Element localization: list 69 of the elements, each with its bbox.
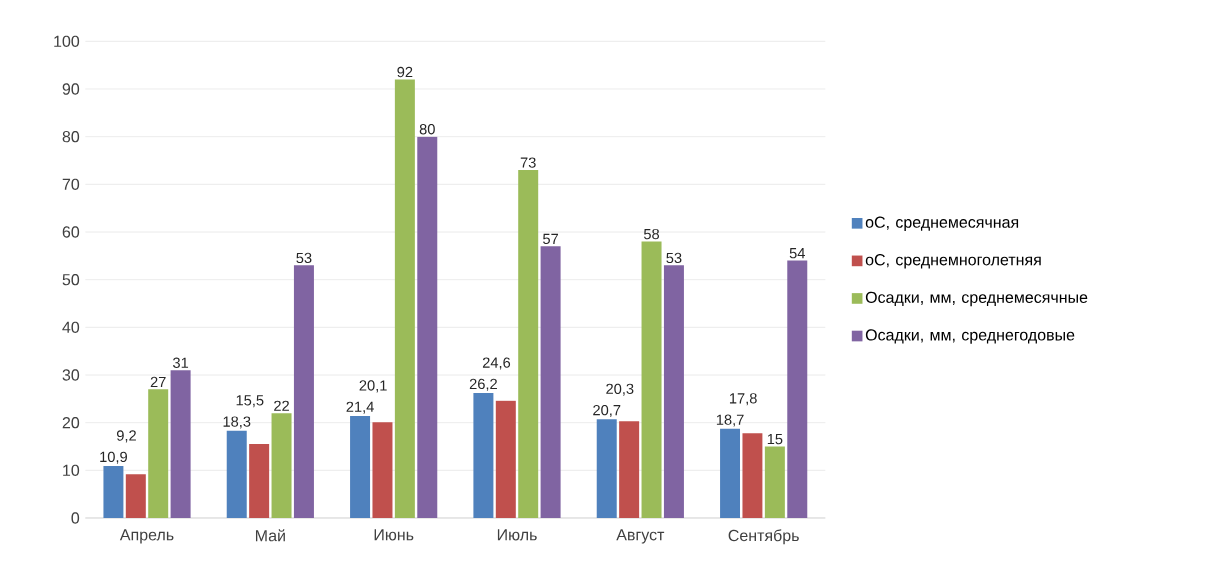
legend-label: Осадки, мм, среднегодовые [865,329,1075,344]
bar [764,446,785,518]
data-label: 9,2 [116,430,136,443]
data-label: 17,8 [729,393,757,406]
bar [394,79,415,518]
x-tick-label: Май [255,529,285,542]
data-label: 92 [397,66,413,78]
data-label: 21,4 [346,401,374,414]
bar [249,444,270,518]
y-tick-label: 100 [54,35,80,47]
bar [663,265,684,518]
bar [742,433,763,518]
data-label: 15 [767,434,783,445]
y-tick-label: 0 [71,512,80,524]
data-label: 24,6 [482,357,511,370]
bar [619,421,640,518]
y-tick-label: 20 [62,417,80,429]
data-label: 53 [296,252,312,264]
bar [125,474,146,518]
data-label: 10,9 [100,451,127,464]
bar [103,466,124,518]
bar [641,241,662,518]
x-tick-label: Июль [497,529,537,541]
bar [596,419,617,518]
bar [518,170,539,518]
y-tick-label: 10 [63,464,80,476]
data-label: 18,7 [716,414,744,427]
x-tick-label: Август [616,529,665,544]
data-label: 53 [666,252,682,264]
data-label: 80 [419,124,435,135]
bar [473,393,494,518]
data-label: 58 [643,228,660,240]
legend-label: Осадки, мм, среднемесячные [865,291,1088,307]
legend-label: оС, среднемесячная [865,216,1019,232]
data-label: 20,7 [593,404,621,418]
x-tick-label: Апрель [119,529,174,544]
bar [372,422,393,518]
data-label: 73 [520,157,536,168]
x-tick-label: Сентябрь [728,529,799,545]
bar [170,370,191,518]
bar [148,389,169,518]
bar [226,430,247,518]
bar [271,413,292,518]
legend-label: оС, среднемноголетняя [865,254,1041,269]
y-tick-label: 50 [62,274,80,286]
data-label: 20,3 [606,383,634,396]
y-tick-label: 70 [62,178,80,190]
y-tick-label: 30 [62,369,80,381]
bar [787,260,808,518]
data-label: 31 [173,357,189,368]
bar [495,400,516,518]
bar [293,265,314,518]
data-label: 27 [150,376,166,388]
data-label: 22 [274,400,289,411]
data-label: 57 [543,233,559,245]
y-tick-label: 80 [62,131,80,143]
data-label: 20,1 [359,380,387,393]
data-label: 15,5 [236,395,264,408]
x-tick-label: Июнь [374,529,414,541]
y-tick-label: 90 [62,83,80,95]
bar [417,136,438,518]
y-tick-label: 40 [62,321,80,333]
y-tick-label: 60 [62,226,80,238]
bar [350,415,371,518]
data-label: 26,2 [469,378,497,391]
bar [540,246,561,518]
data-label: 54 [789,248,805,259]
data-label: 18,3 [223,416,251,429]
bar [720,428,741,518]
